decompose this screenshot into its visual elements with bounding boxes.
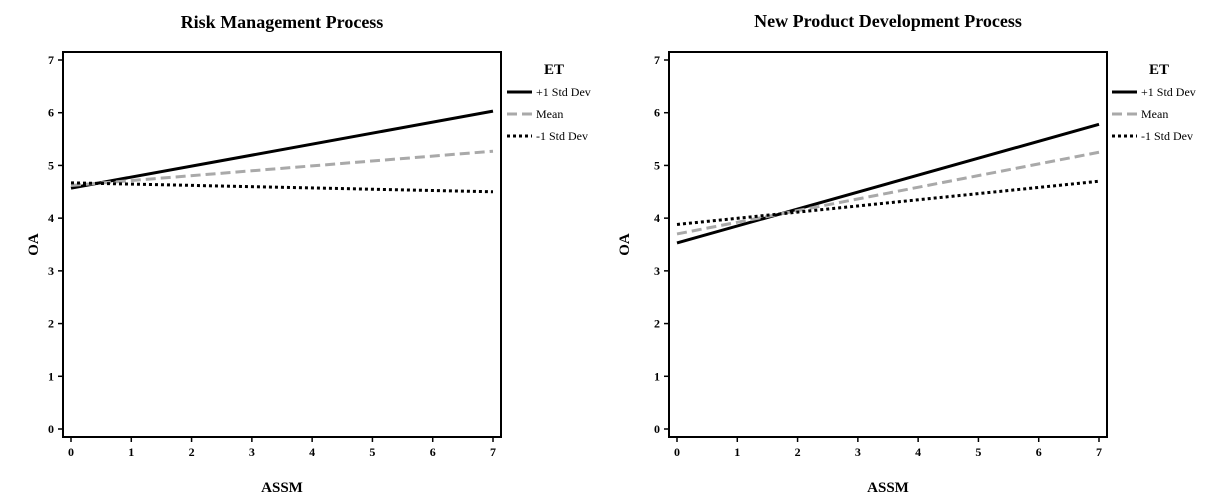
y-axis-label: OA <box>617 233 633 256</box>
series-line-1 <box>676 122 1100 245</box>
legend-label: -1 Std Dev <box>536 129 588 143</box>
x-tick-label: 2 <box>795 445 801 459</box>
y-tick-label: 7 <box>48 53 54 67</box>
x-tick-label: 2 <box>189 445 195 459</box>
chart-2: New Product Development Process 0 1 2 3 4 5 6 7 0… <box>617 11 1196 496</box>
y-tick-label: 5 <box>654 158 660 172</box>
x-tick-label: 3 <box>249 445 255 459</box>
y-tick-label: 4 <box>654 211 660 225</box>
series-line-3 <box>676 179 1100 226</box>
plot-frame <box>62 51 502 438</box>
y-tick-label: 2 <box>48 317 54 331</box>
y-tick-label: 1 <box>48 369 54 383</box>
y-tick-label: 7 <box>654 53 660 67</box>
series-line-2 <box>70 149 494 187</box>
x-tick-label: 6 <box>1036 445 1042 459</box>
legend-title: ET <box>544 62 564 78</box>
x-axis-label: ASSM <box>867 480 909 495</box>
legend-label: Mean <box>536 107 563 121</box>
y-tick-label: 6 <box>654 106 660 120</box>
x-tick-label: 7 <box>1096 445 1102 459</box>
series-line-1 <box>70 109 494 190</box>
chart-1: Risk Management Process 0 1 2 3 4 5 6 7 0 1 2 3 4 5 6 7 A… <box>26 12 591 496</box>
x-tick-label: 7 <box>490 445 496 459</box>
x-tick-label: 3 <box>855 445 861 459</box>
legend: ET +1 Std Dev Mean -1 Std Dev <box>1112 62 1196 143</box>
x-tick-label: 1 <box>734 445 740 459</box>
x-axis-label: ASSM <box>261 480 303 495</box>
chart-title: Risk Management Process <box>181 12 384 32</box>
legend-title: ET <box>1149 62 1169 78</box>
y-tick-label: 0 <box>48 422 54 436</box>
legend-label: Mean <box>1141 107 1168 121</box>
legend-label: +1 Std Dev <box>536 85 591 99</box>
x-tick-label: 6 <box>430 445 436 459</box>
legend: ET +1 Std Dev Mean -1 Std Dev <box>507 62 591 143</box>
y-tick-label: 4 <box>48 211 54 225</box>
series-line-3 <box>70 181 494 194</box>
x-tick-label: 0 <box>674 445 680 459</box>
y-tick-label: 0 <box>654 422 660 436</box>
x-tick-label: 1 <box>128 445 134 459</box>
chart-title: New Product Development Process <box>754 11 1022 31</box>
x-tick-label: 5 <box>369 445 375 459</box>
y-axis-label: OA <box>26 233 42 256</box>
y-tick-label: 3 <box>48 264 54 278</box>
y-tick-label: 6 <box>48 106 54 120</box>
x-tick-label: 4 <box>915 445 921 459</box>
y-tick-label: 2 <box>654 317 660 331</box>
y-tick-label: 1 <box>654 369 660 383</box>
x-tick-label: 0 <box>68 445 74 459</box>
plot-frame <box>668 51 1108 438</box>
x-tick-label: 5 <box>975 445 981 459</box>
y-tick-label: 3 <box>654 264 660 278</box>
x-tick-label: 4 <box>309 445 315 459</box>
y-tick-label: 5 <box>48 158 54 172</box>
legend-label: -1 Std Dev <box>1141 129 1193 143</box>
series-line-2 <box>676 150 1100 236</box>
legend-label: +1 Std Dev <box>1141 85 1196 99</box>
